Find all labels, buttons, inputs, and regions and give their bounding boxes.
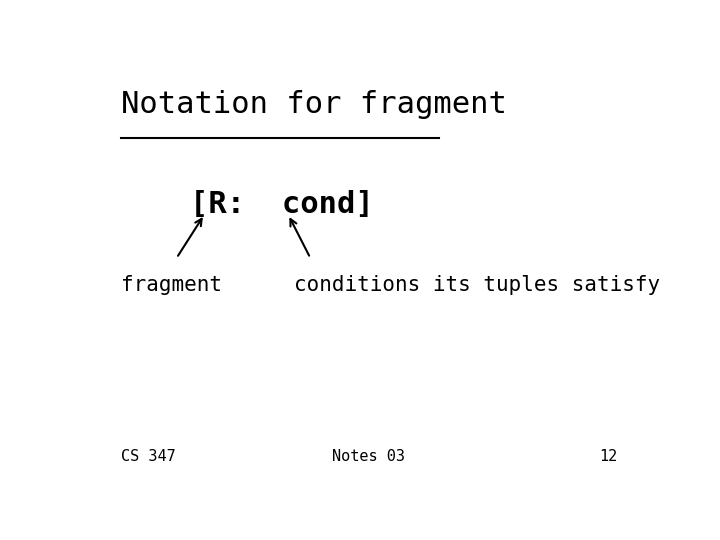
- Text: Notation for fragment: Notation for fragment: [121, 90, 507, 119]
- Text: 12: 12: [599, 449, 617, 464]
- Text: conditions its tuples satisfy: conditions its tuples satisfy: [294, 275, 660, 295]
- Text: fragment: fragment: [121, 275, 222, 295]
- Text: CS 347: CS 347: [121, 449, 176, 464]
- Text: Notes 03: Notes 03: [333, 449, 405, 464]
- Text: [R:  cond]: [R: cond]: [190, 190, 374, 219]
